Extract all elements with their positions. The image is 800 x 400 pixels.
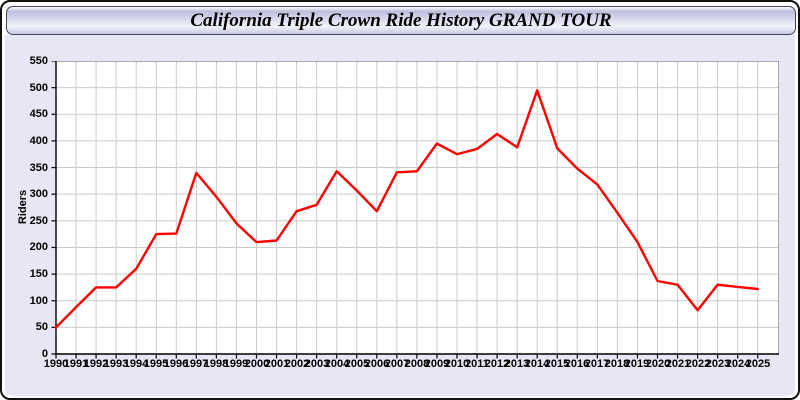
x-tick-label: 2018 bbox=[604, 358, 630, 370]
x-tick-label: 2003 bbox=[304, 358, 330, 370]
x-tick-label: 2025 bbox=[745, 358, 771, 370]
x-tick-label: 2004 bbox=[324, 358, 350, 370]
y-tick-label: 300 bbox=[29, 188, 48, 200]
y-tick-label: 100 bbox=[29, 295, 48, 307]
y-tick-label: 550 bbox=[29, 55, 48, 67]
x-tick-label: 1998 bbox=[203, 358, 229, 370]
x-tick-label: 2023 bbox=[705, 358, 731, 370]
plot-background bbox=[56, 61, 779, 354]
x-tick-label: 2000 bbox=[244, 358, 270, 370]
y-tick-label: 250 bbox=[29, 215, 48, 227]
x-tick-label: 2021 bbox=[665, 358, 691, 370]
y-tick-label: 0 bbox=[41, 348, 48, 360]
x-tick-label: 2010 bbox=[444, 358, 470, 370]
x-tick-label: 2009 bbox=[424, 358, 450, 370]
x-tick-label: 2022 bbox=[685, 358, 711, 370]
x-tick-label: 1990 bbox=[43, 358, 69, 370]
title-bar: California Triple Crown Ride History GRA… bbox=[6, 6, 796, 35]
riders-line-series bbox=[54, 89, 759, 329]
x-tick-label: 2005 bbox=[344, 358, 370, 370]
x-tick-label: 1993 bbox=[103, 358, 129, 370]
y-tick-label: 150 bbox=[29, 268, 48, 280]
y-tick-label: 400 bbox=[29, 135, 48, 147]
x-tick-label: 2019 bbox=[624, 358, 650, 370]
x-tick-label: 2011 bbox=[465, 358, 489, 370]
x-tick-label: 2024 bbox=[725, 358, 751, 370]
y-tick-label: 350 bbox=[29, 162, 48, 174]
x-tick-label: 2006 bbox=[364, 358, 390, 370]
x-tick-label: 1992 bbox=[83, 358, 109, 370]
y-tick-label: 50 bbox=[35, 321, 48, 333]
x-tick-label: 1991 bbox=[63, 358, 89, 370]
x-tick-label: 2012 bbox=[484, 358, 510, 370]
x-tick-label: 2013 bbox=[504, 358, 530, 370]
x-tick-label: 2008 bbox=[404, 358, 430, 370]
y-axis-title: Riders bbox=[17, 189, 29, 225]
x-tick-label: 2016 bbox=[564, 358, 590, 370]
x-tick-label: 2015 bbox=[544, 358, 570, 370]
x-tick-label: 2001 bbox=[264, 358, 290, 370]
y-tick-label: 200 bbox=[29, 241, 48, 253]
x-tick-label: 1995 bbox=[143, 358, 169, 370]
y-tick-label: 500 bbox=[29, 82, 48, 94]
x-tick-label: 1996 bbox=[163, 358, 189, 370]
x-tick-label: 2007 bbox=[384, 358, 410, 370]
x-tick-label: 1994 bbox=[123, 358, 149, 370]
window-title: California Triple Crown Ride History GRA… bbox=[190, 9, 612, 31]
x-tick-label: 2002 bbox=[284, 358, 310, 370]
y-tick-label: 450 bbox=[29, 108, 48, 120]
x-tick-label: 1999 bbox=[223, 358, 249, 370]
x-tick-label: 2020 bbox=[645, 358, 671, 370]
ride-history-line-chart bbox=[51, 61, 779, 359]
x-tick-label: 2014 bbox=[524, 358, 550, 370]
x-tick-label: 2017 bbox=[584, 358, 610, 370]
x-tick-label: 1997 bbox=[183, 358, 209, 370]
